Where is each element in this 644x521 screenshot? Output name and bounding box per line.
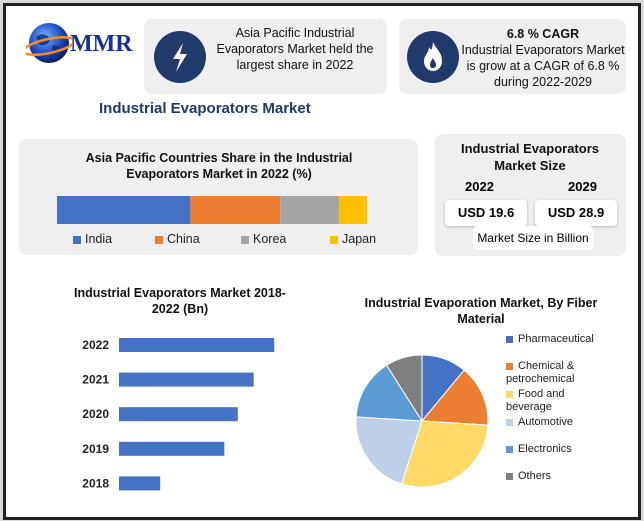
fiber-material-title: Industrial Evaporation Market, By Fiber … — [364, 296, 598, 326]
legend-japan: Japan — [330, 232, 376, 246]
pie-legend-chemical: Chemical & petrochemical — [506, 360, 606, 386]
market-trend-title: Industrial Evaporators Market 2018-2022 … — [74, 286, 286, 316]
bar-label-2020: 2020 — [82, 407, 109, 421]
bar-2020 — [119, 407, 238, 422]
lightning-icon — [154, 31, 206, 83]
bar-label-2018: 2018 — [82, 476, 109, 490]
cagr-heading: 6.8 % CAGR — [506, 27, 580, 41]
bar-label-2019: 2019 — [82, 442, 109, 456]
pie-legend-automotive: Automotive — [506, 416, 573, 429]
pie-legend-pharmaceutical-label: Pharmaceutical — [518, 333, 594, 345]
pie-legend-electronics: Electronics — [506, 443, 572, 456]
globe-icon — [26, 23, 72, 63]
pie-slice-chemical-petrochemical — [420, 369, 489, 426]
stacked-segment-korea — [280, 196, 340, 224]
pie-legend-food: Food and beverage — [506, 388, 606, 414]
pie-slice-electronics — [355, 364, 423, 422]
stacked-segment-india — [57, 196, 191, 224]
legend-india-label: India — [85, 232, 113, 246]
logo: MMR — [26, 18, 146, 70]
market-trend-chart: Industrial Evaporators Market 2018-2022 … — [6, 276, 336, 506]
pie-legend-others-label: Others — [518, 470, 552, 482]
stacked-segment-china — [190, 196, 281, 224]
market-size-unit: Market Size in Billion — [473, 226, 593, 250]
legend-korea: Korea — [241, 232, 286, 246]
market-size-value-2029: USD 28.9 — [535, 200, 617, 226]
legend-korea-label: Korea — [253, 232, 287, 246]
pie-slice-automotive — [355, 416, 423, 485]
bar-label-2021: 2021 — [82, 373, 109, 387]
info-card-apac: Asia Pacific Industrial Evaporators Mark… — [144, 19, 387, 94]
bar-2022 — [119, 338, 275, 352]
bar-2018 — [119, 476, 161, 491]
main-title: Industrial Evaporators Market — [99, 100, 311, 117]
pie-slice-food-and-beverage — [400, 420, 489, 488]
legend-china: China — [155, 232, 200, 246]
legend-india: India — [73, 232, 112, 246]
apac-share-card: Asia Pacific Countries Share in the Indu… — [19, 139, 418, 255]
pie-legend-pharmaceutical: Pharmaceutical — [506, 333, 594, 346]
info-card-apac-text: Asia Pacific Industrial Evaporators Mark… — [216, 26, 374, 72]
stacked-bar-chart — [57, 196, 367, 224]
pie-chart — [355, 354, 489, 488]
legend-japan-label: Japan — [342, 232, 377, 246]
fiber-material-chart: Industrial Evaporation Market, By Fiber … — [336, 290, 632, 512]
bar-label-2022: 2022 — [82, 338, 109, 352]
market-size-year-2022: 2022 — [465, 179, 494, 194]
flame-icon — [407, 31, 459, 83]
stacked-segment-japan — [339, 196, 367, 224]
market-size-card: Industrial Evaporators Market Size 2022 … — [435, 134, 626, 256]
pie-legend-automotive-label: Automotive — [518, 416, 574, 428]
market-size-unit-text: Market Size in Billion — [477, 231, 589, 245]
info-card-cagr: 6.8 % CAGR Industrial Evaporators Market… — [399, 19, 626, 94]
legend-china-label: China — [167, 232, 200, 246]
market-size-title: Industrial Evaporators Market Size — [461, 141, 599, 173]
pie-legend-food-label: Food and beverage — [506, 388, 565, 413]
pie-legend-chemical-label: Chemical & petrochemical — [506, 360, 575, 385]
apac-share-title: Asia Pacific Countries Share in the Indu… — [85, 151, 353, 181]
logo-text: MMR — [70, 31, 133, 57]
info-card-cagr-text: Industrial Evaporators Market is grow at… — [461, 43, 625, 89]
pie-legend-others: Others — [506, 470, 551, 483]
horizontal-bar-chart: 2022 2021 2020 2019 2018 — [82, 338, 275, 491]
market-size-year-2029: 2029 — [568, 179, 597, 194]
pie-slice-others — [385, 354, 423, 423]
pie-legend-electronics-label: Electronics — [518, 443, 572, 455]
infographic-frame: MMR Asia Pacific Industrial Evaporators … — [3, 3, 641, 520]
bar-2019 — [119, 441, 225, 456]
market-size-value-2022: USD 19.6 — [445, 200, 527, 226]
bar-2021 — [119, 372, 254, 387]
